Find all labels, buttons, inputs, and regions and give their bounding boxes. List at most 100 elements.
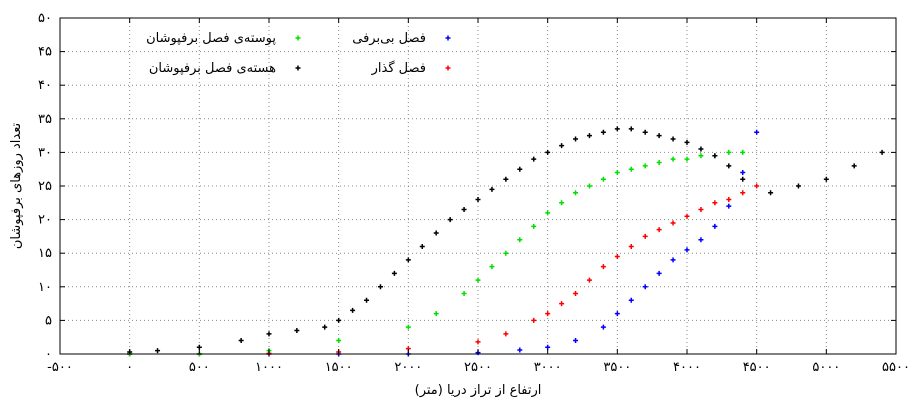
data-point: [545, 311, 551, 317]
y-tick-label: ۱۵: [38, 246, 52, 261]
series-1: [127, 183, 760, 357]
data-point: [545, 149, 551, 155]
data-point: [475, 277, 481, 283]
data-point: [196, 344, 202, 350]
data-point: [586, 133, 592, 139]
data-point: [823, 176, 829, 182]
legend-label-0: فصل بی‌برفی: [352, 31, 426, 46]
data-point: [155, 348, 161, 354]
data-point: [461, 291, 467, 297]
x-tick-label: ۴۰۰۰: [673, 360, 701, 375]
data-point: [294, 327, 300, 333]
data-point: [559, 301, 565, 307]
data-point: [559, 200, 565, 206]
data-point: [364, 297, 370, 303]
data-point: [670, 136, 676, 142]
data-point: [726, 203, 732, 209]
data-point: [642, 233, 648, 239]
data-point: [531, 156, 537, 162]
y-tick-label: ۴۵: [38, 45, 52, 60]
data-point: [656, 227, 662, 233]
x-tick-label: ۵۵۰۰: [882, 360, 910, 375]
x-tick-label: ۰: [126, 360, 133, 375]
data-point: [614, 170, 620, 176]
data-point: [322, 324, 328, 330]
data-point: [377, 284, 383, 290]
data-point: [475, 196, 481, 202]
series-3: [127, 126, 885, 355]
data-point: [768, 190, 774, 196]
data-point: [614, 126, 620, 132]
data-point: [559, 143, 565, 149]
data-point: [489, 264, 495, 270]
data-point: [754, 129, 760, 135]
data-point: [573, 190, 579, 196]
legend-label-2: پوسته‌ی فصل برفپوشان: [146, 31, 276, 46]
x-ticks: -۵۰۰ ۰ ۵۰۰ ۱۰۰۰ ۱۵۰۰ ۲۰۰۰ ۲۵۰۰ ۳۰۰۰ ۳۵۰۰ ۴۰۰۰ ۴۵۰۰…: [47, 18, 910, 375]
data-point: [600, 176, 606, 182]
legend-marker-2: [295, 35, 301, 41]
legend: فصل بی‌برفی پوسته‌ی فصل برفپوشان فصل گذار ه…: [146, 31, 451, 76]
data-point: [600, 129, 606, 135]
data-point: [628, 166, 634, 172]
data-point: [712, 223, 718, 229]
data-point: [433, 230, 439, 236]
data-point: [656, 133, 662, 139]
data-point: [670, 156, 676, 162]
legend-label-3: هسته‌ی فصل برفپوشان: [149, 61, 276, 76]
data-point: [642, 129, 648, 135]
data-point: [531, 223, 537, 229]
data-point: [698, 146, 704, 152]
data-point: [238, 338, 244, 344]
data-point: [879, 149, 885, 155]
data-point: [503, 250, 509, 256]
data-point: [614, 311, 620, 317]
legend-marker-1: [445, 65, 451, 71]
x-tick-label: -۵۰۰: [47, 360, 73, 375]
data-point: [573, 291, 579, 297]
data-point: [656, 159, 662, 165]
x-tick-label: ۱۵۰۰: [325, 360, 353, 375]
data-point: [489, 186, 495, 192]
series-2: [127, 149, 746, 357]
data-point: [726, 149, 732, 155]
data-point: [600, 264, 606, 270]
y-tick-label: ۳۰: [38, 145, 52, 160]
x-tick-label: ۳۰۰۰: [534, 360, 562, 375]
data-point: [754, 183, 760, 189]
data-point: [447, 217, 453, 223]
data-point: [405, 324, 411, 330]
data-point: [545, 344, 551, 350]
x-tick-label: ۵۰۰: [189, 360, 210, 375]
data-point: [517, 347, 523, 353]
data-point: [684, 156, 690, 162]
x-tick-label: ۲۵۰۰: [464, 360, 492, 375]
data-point: [586, 277, 592, 283]
data-point: [531, 317, 537, 323]
data-point: [698, 237, 704, 243]
data-point: [336, 338, 342, 344]
data-point: [642, 163, 648, 169]
data-point: [461, 207, 467, 213]
data-point: [350, 307, 356, 313]
y-tick-label: ۴۰: [38, 78, 52, 93]
x-tick-label: ۲۰۰۰: [394, 360, 422, 375]
data-point: [698, 153, 704, 159]
x-tick-label: ۳۵۰۰: [603, 360, 631, 375]
data-point: [336, 317, 342, 323]
data-point: [433, 311, 439, 317]
data-point: [740, 149, 746, 155]
y-tick-label: ۱۰: [38, 280, 52, 295]
data-point: [391, 270, 397, 276]
y-tick-label: ۳۵: [38, 112, 52, 127]
data-point: [740, 170, 746, 176]
x-tick-label: ۱۰۰۰: [255, 360, 283, 375]
y-ticks: ۰ ۵ ۱۰ ۱۵ ۲۰ ۲۵ ۳۰ ۳۵ ۴۰ ۴۵ ۵۰: [38, 11, 896, 362]
data-point: [545, 210, 551, 216]
data-point: [475, 339, 481, 345]
data-point: [684, 139, 690, 145]
data-point: [726, 196, 732, 202]
data-point: [851, 163, 857, 169]
data-point: [628, 297, 634, 303]
